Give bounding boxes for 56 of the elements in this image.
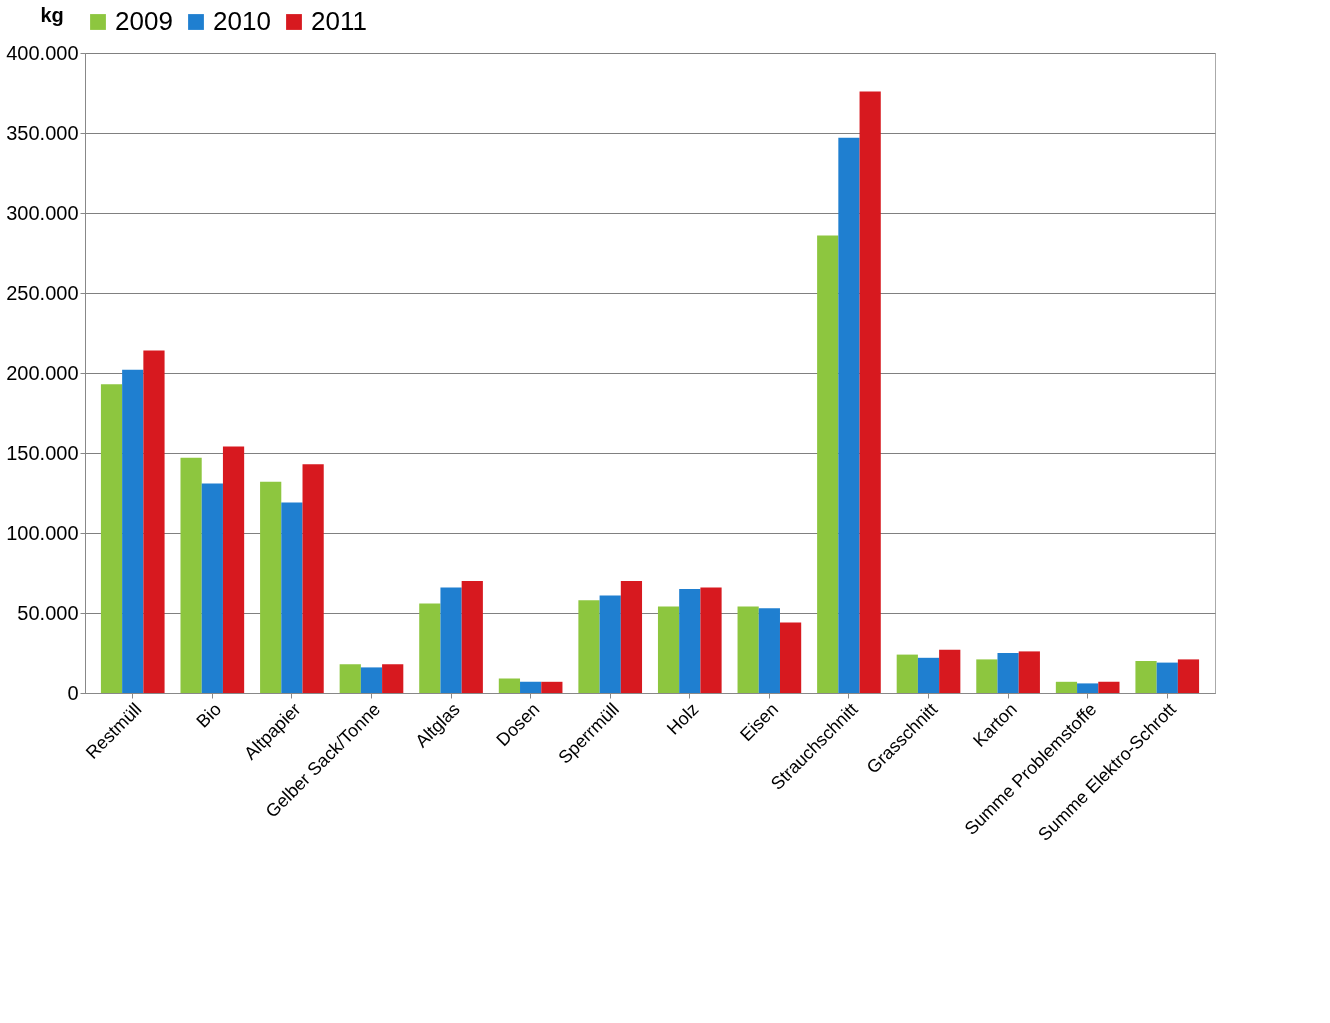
y-tick-label: 0 — [67, 681, 79, 704]
y-tick-label: 250.000 — [6, 281, 79, 304]
y-tick-label: 350.000 — [6, 121, 79, 144]
bar — [1135, 661, 1157, 693]
bar — [382, 664, 404, 693]
bar — [679, 589, 701, 693]
y-tick-label: 100.000 — [6, 521, 79, 544]
bar — [599, 595, 621, 693]
bar — [1018, 651, 1040, 693]
bar — [976, 659, 998, 693]
bar — [1098, 681, 1120, 693]
bar — [419, 603, 441, 693]
bar — [997, 653, 1019, 693]
bar — [1077, 683, 1099, 693]
bar — [737, 606, 759, 693]
x-tick-label: Bio — [192, 699, 226, 732]
bar — [541, 681, 563, 693]
legend-label: 2010 — [213, 6, 271, 36]
bar — [122, 369, 144, 693]
bar — [520, 681, 542, 693]
bar — [1177, 659, 1200, 693]
bar — [222, 446, 245, 693]
bar — [461, 581, 483, 693]
y-axis-title: kg — [40, 3, 64, 26]
bar — [939, 649, 961, 693]
bar — [700, 587, 722, 693]
bar — [859, 91, 881, 693]
bar — [100, 384, 123, 693]
bar — [360, 667, 383, 693]
bar — [758, 608, 780, 693]
bar — [201, 483, 223, 693]
y-tick-label: 50.000 — [17, 601, 79, 624]
bar — [896, 654, 918, 693]
bar — [1055, 681, 1078, 693]
y-tick-label: 200.000 — [6, 361, 79, 384]
y-tick-label: 300.000 — [6, 201, 79, 224]
bar — [779, 622, 802, 693]
bar — [1156, 662, 1178, 693]
bar — [817, 235, 839, 693]
legend-label: 2009 — [115, 6, 173, 36]
bar — [917, 657, 940, 693]
y-tick-label: 400.000 — [6, 41, 79, 64]
bar — [838, 137, 860, 693]
bar — [143, 350, 165, 693]
legend-label: 2011 — [311, 6, 367, 36]
y-tick-label: 150.000 — [6, 441, 79, 464]
bar — [620, 581, 643, 693]
bar — [260, 481, 282, 693]
bar — [657, 606, 680, 693]
bar — [440, 587, 462, 693]
bar — [180, 457, 202, 693]
bar — [302, 464, 324, 693]
bar — [498, 678, 521, 693]
bar — [281, 502, 303, 693]
bar — [339, 664, 361, 693]
bar — [578, 600, 600, 693]
